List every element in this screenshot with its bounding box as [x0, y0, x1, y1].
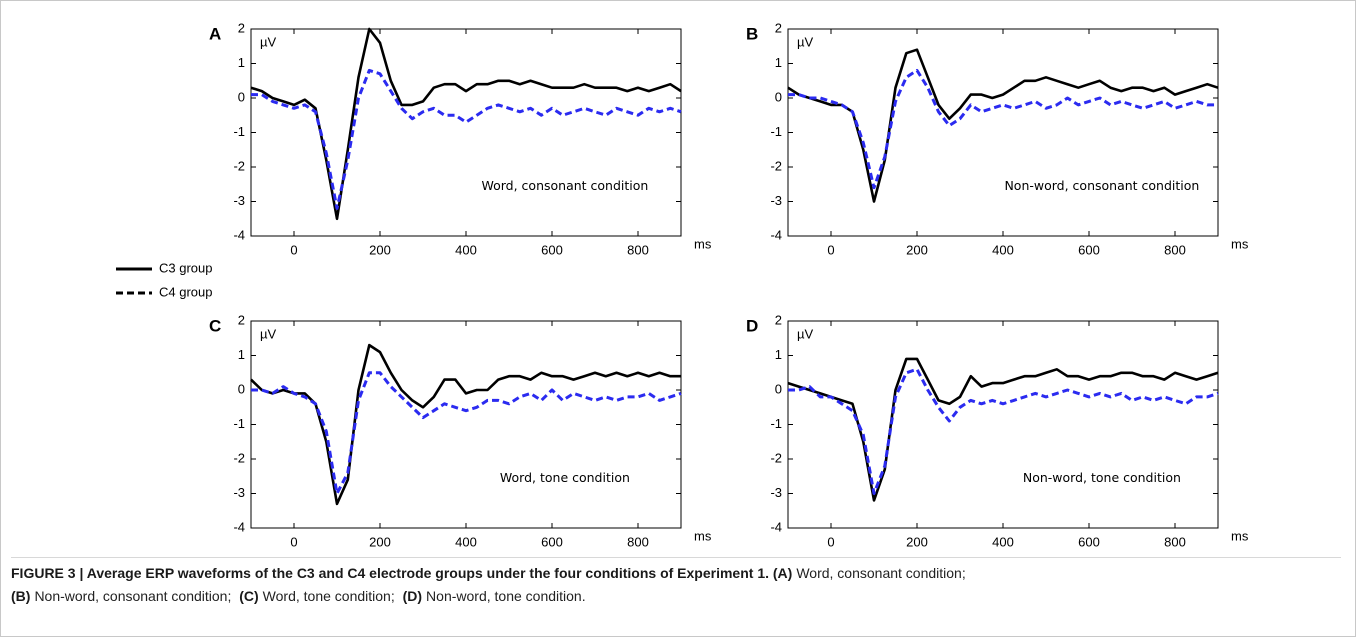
y-tick-label: -1	[233, 124, 245, 139]
y-tick-label: 0	[238, 381, 245, 396]
y-tick-label: -2	[770, 450, 782, 465]
y-unit: µV	[260, 326, 276, 341]
x-tick-label: 200	[369, 242, 391, 257]
x-tick-label: 400	[455, 242, 477, 257]
annotation: Non-word, consonant condition	[1004, 178, 1199, 193]
caption-item-text: Word, tone condition;	[262, 588, 395, 604]
y-tick-label: -1	[233, 416, 245, 431]
x-unit: ms	[694, 528, 712, 543]
annotation: Word, consonant condition	[481, 178, 648, 193]
y-tick-label: -3	[233, 193, 245, 208]
x-tick-label: 800	[1164, 534, 1186, 549]
y-tick-label: -3	[233, 485, 245, 500]
x-tick-label: 600	[541, 242, 563, 257]
y-unit: µV	[260, 34, 276, 49]
y-tick-label: -4	[770, 519, 782, 534]
annotation: Non-word, tone condition	[1023, 470, 1181, 485]
y-tick-label: 0	[238, 89, 245, 104]
x-tick-label: 200	[906, 242, 928, 257]
panel-label: C	[209, 316, 221, 335]
y-tick-label: 1	[775, 55, 782, 70]
y-tick-label: -4	[770, 227, 782, 242]
y-tick-label: 2	[238, 312, 245, 327]
x-unit: ms	[1231, 528, 1249, 543]
series-line	[788, 367, 1219, 495]
panel-label: B	[746, 24, 758, 43]
caption-item-text: Non-word, tone condition.	[426, 588, 586, 604]
annotation: Word, tone condition	[500, 470, 630, 485]
y-unit: µV	[797, 34, 813, 49]
y-tick-label: 2	[775, 312, 782, 327]
series-line	[787, 48, 1219, 203]
x-tick-label: 400	[992, 242, 1014, 257]
y-tick-label: -2	[770, 158, 782, 173]
y-tick-label: 2	[775, 20, 782, 35]
x-tick-label: 0	[290, 242, 297, 257]
x-tick-label: 800	[627, 534, 649, 549]
x-tick-label: 400	[992, 534, 1014, 549]
x-tick-label: 800	[627, 242, 649, 257]
caption-item-text: Non-word, consonant condition;	[34, 588, 232, 604]
caption-title: FIGURE 3 | Average ERP waveforms of the …	[11, 565, 769, 581]
x-tick-label: 200	[369, 534, 391, 549]
y-unit: µV	[797, 326, 813, 341]
y-tick-label: -1	[770, 124, 782, 139]
series-line	[250, 343, 681, 506]
plot-frame	[250, 28, 682, 237]
plot-frame	[787, 28, 1219, 237]
y-tick-label: 1	[238, 55, 245, 70]
caption: FIGURE 3 | Average ERP waveforms of the …	[11, 557, 1341, 608]
series-line	[251, 68, 682, 210]
caption-item-label: (A)	[772, 565, 793, 581]
y-tick-label: 1	[238, 347, 245, 362]
y-tick-label: -4	[233, 227, 245, 242]
x-tick-label: 800	[1164, 242, 1186, 257]
legend-label: C4 group	[159, 284, 212, 299]
y-tick-label: 2	[238, 20, 245, 35]
y-tick-label: -3	[770, 485, 782, 500]
plot-frame	[250, 320, 682, 529]
panel-label: D	[746, 316, 758, 335]
caption-item-text: Word, consonant condition;	[796, 565, 966, 581]
x-tick-label: 600	[541, 534, 563, 549]
x-tick-label: 600	[1078, 242, 1100, 257]
x-tick-label: 0	[827, 534, 834, 549]
x-tick-label: 0	[827, 242, 834, 257]
legend-label: C3 group	[159, 260, 212, 275]
series-line	[788, 68, 1218, 190]
caption-item-label: (B)	[11, 588, 31, 604]
x-tick-label: 0	[290, 534, 297, 549]
series-line	[251, 371, 682, 495]
x-unit: ms	[1231, 236, 1249, 251]
y-tick-label: -2	[233, 450, 245, 465]
x-unit: ms	[694, 236, 712, 251]
x-tick-label: 600	[1078, 534, 1100, 549]
caption-item-label: (D)	[402, 588, 423, 604]
x-tick-label: 200	[906, 534, 928, 549]
panel-label: A	[209, 24, 221, 43]
y-tick-label: 0	[775, 381, 782, 396]
x-tick-label: 400	[455, 534, 477, 549]
plot-frame	[787, 320, 1219, 529]
y-tick-label: -1	[770, 416, 782, 431]
y-tick-label: -3	[770, 193, 782, 208]
caption-item-label: (C)	[239, 588, 259, 604]
y-tick-label: 1	[775, 347, 782, 362]
y-tick-label: -4	[233, 519, 245, 534]
y-tick-label: -2	[233, 158, 245, 173]
y-tick-label: 0	[775, 89, 782, 104]
